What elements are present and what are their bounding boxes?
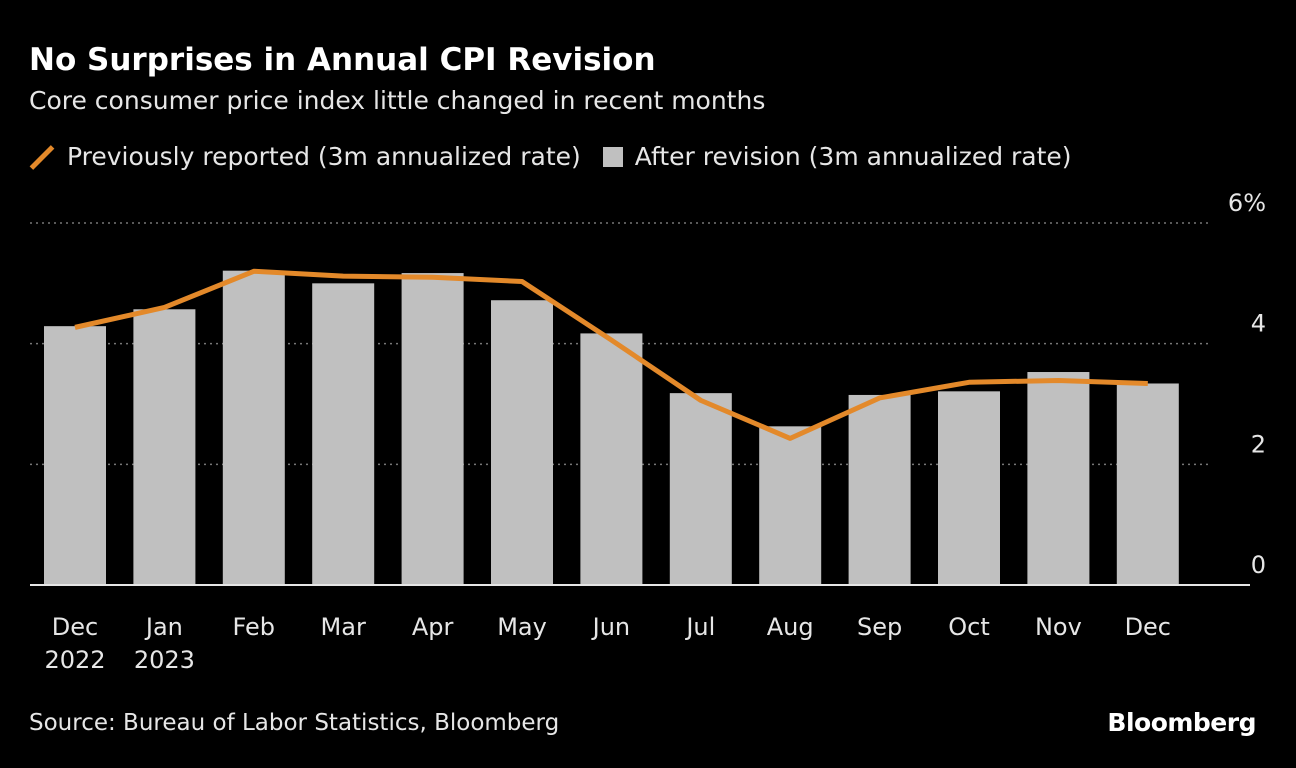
bar-8 xyxy=(759,426,822,585)
y-tick-label: 4 xyxy=(1251,310,1266,338)
legend-item-previously-reported: Previously reported (3m annualized rate) xyxy=(29,142,581,171)
bar-11 xyxy=(1027,372,1090,585)
x-tick-label: Jan xyxy=(144,613,183,641)
bar-3 xyxy=(312,283,375,585)
x-tick-label: Apr xyxy=(412,613,454,641)
bar-7 xyxy=(669,393,732,585)
legend-label: Previously reported (3m annualized rate) xyxy=(67,142,581,171)
legend: Previously reported (3m annualized rate)… xyxy=(29,142,1094,171)
bloomberg-logo: Bloomberg xyxy=(1107,708,1256,737)
x-tick-label: May xyxy=(497,613,547,641)
bar-6 xyxy=(580,333,643,585)
bar-10 xyxy=(938,391,1000,585)
bar-4 xyxy=(401,273,464,585)
bar-5 xyxy=(491,300,553,585)
x-tick-label: Nov xyxy=(1035,613,1082,641)
y-tick-label: 0 xyxy=(1251,551,1266,579)
x-tick-label: Dec xyxy=(1125,613,1171,641)
bar-9 xyxy=(848,394,911,585)
x-tick-label: Oct xyxy=(948,613,990,641)
x-tick-label: Jun xyxy=(591,613,631,641)
x-tick-year-label: 2023 xyxy=(134,646,195,674)
bar-12 xyxy=(1116,383,1179,585)
x-tick-label: Dec xyxy=(52,613,98,641)
legend-label: After revision (3m annualized rate) xyxy=(634,142,1072,171)
bar-swatch-icon xyxy=(602,146,623,167)
bar-0 xyxy=(44,326,106,585)
chart-title: No Surprises in Annual CPI Revision xyxy=(29,42,656,78)
bar-1 xyxy=(133,309,196,585)
chart-subtitle: Core consumer price index little changed… xyxy=(29,86,766,115)
x-tick-year-label: 2022 xyxy=(44,646,105,674)
x-tick-label: Jul xyxy=(684,613,715,641)
x-tick-label: Mar xyxy=(321,613,366,641)
legend-item-after-revision: After revision (3m annualized rate) xyxy=(602,142,1072,171)
x-tick-label: Aug xyxy=(767,613,814,641)
bar-2 xyxy=(222,270,285,585)
source-note: Source: Bureau of Labor Statistics, Bloo… xyxy=(29,710,560,736)
y-tick-label: 2 xyxy=(1251,430,1266,458)
y-tick-label: 6% xyxy=(1228,189,1266,217)
x-tick-label: Sep xyxy=(857,613,902,641)
x-tick-label: Feb xyxy=(233,613,276,641)
